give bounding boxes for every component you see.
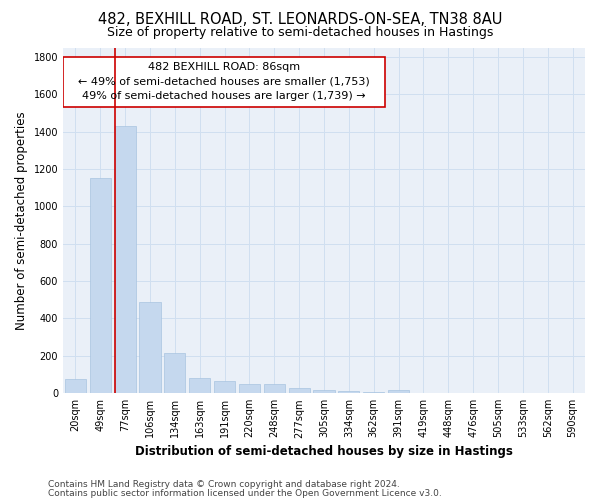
FancyBboxPatch shape — [63, 57, 385, 108]
Bar — [65, 379, 86, 393]
Bar — [313, 390, 335, 393]
Text: Contains public sector information licensed under the Open Government Licence v3: Contains public sector information licen… — [48, 488, 442, 498]
Text: 482, BEXHILL ROAD, ST. LEONARDS-ON-SEA, TN38 8AU: 482, BEXHILL ROAD, ST. LEONARDS-ON-SEA, … — [98, 12, 502, 28]
Bar — [363, 392, 384, 393]
Bar — [164, 353, 185, 393]
Text: Size of property relative to semi-detached houses in Hastings: Size of property relative to semi-detach… — [107, 26, 493, 39]
Bar — [214, 381, 235, 393]
Text: 482 BEXHILL ROAD: 86sqm: 482 BEXHILL ROAD: 86sqm — [148, 62, 300, 72]
Text: ← 49% of semi-detached houses are smaller (1,753): ← 49% of semi-detached houses are smalle… — [78, 77, 370, 87]
Bar — [189, 378, 211, 393]
Bar — [239, 384, 260, 393]
Bar — [289, 388, 310, 393]
Text: Contains HM Land Registry data © Crown copyright and database right 2024.: Contains HM Land Registry data © Crown c… — [48, 480, 400, 489]
Bar — [90, 178, 111, 393]
X-axis label: Distribution of semi-detached houses by size in Hastings: Distribution of semi-detached houses by … — [135, 444, 513, 458]
Bar — [115, 126, 136, 393]
Bar — [264, 384, 285, 393]
Bar — [139, 302, 161, 393]
Bar — [388, 390, 409, 393]
Bar — [338, 392, 359, 393]
Y-axis label: Number of semi-detached properties: Number of semi-detached properties — [15, 111, 28, 330]
Text: 49% of semi-detached houses are larger (1,739) →: 49% of semi-detached houses are larger (… — [82, 92, 366, 102]
